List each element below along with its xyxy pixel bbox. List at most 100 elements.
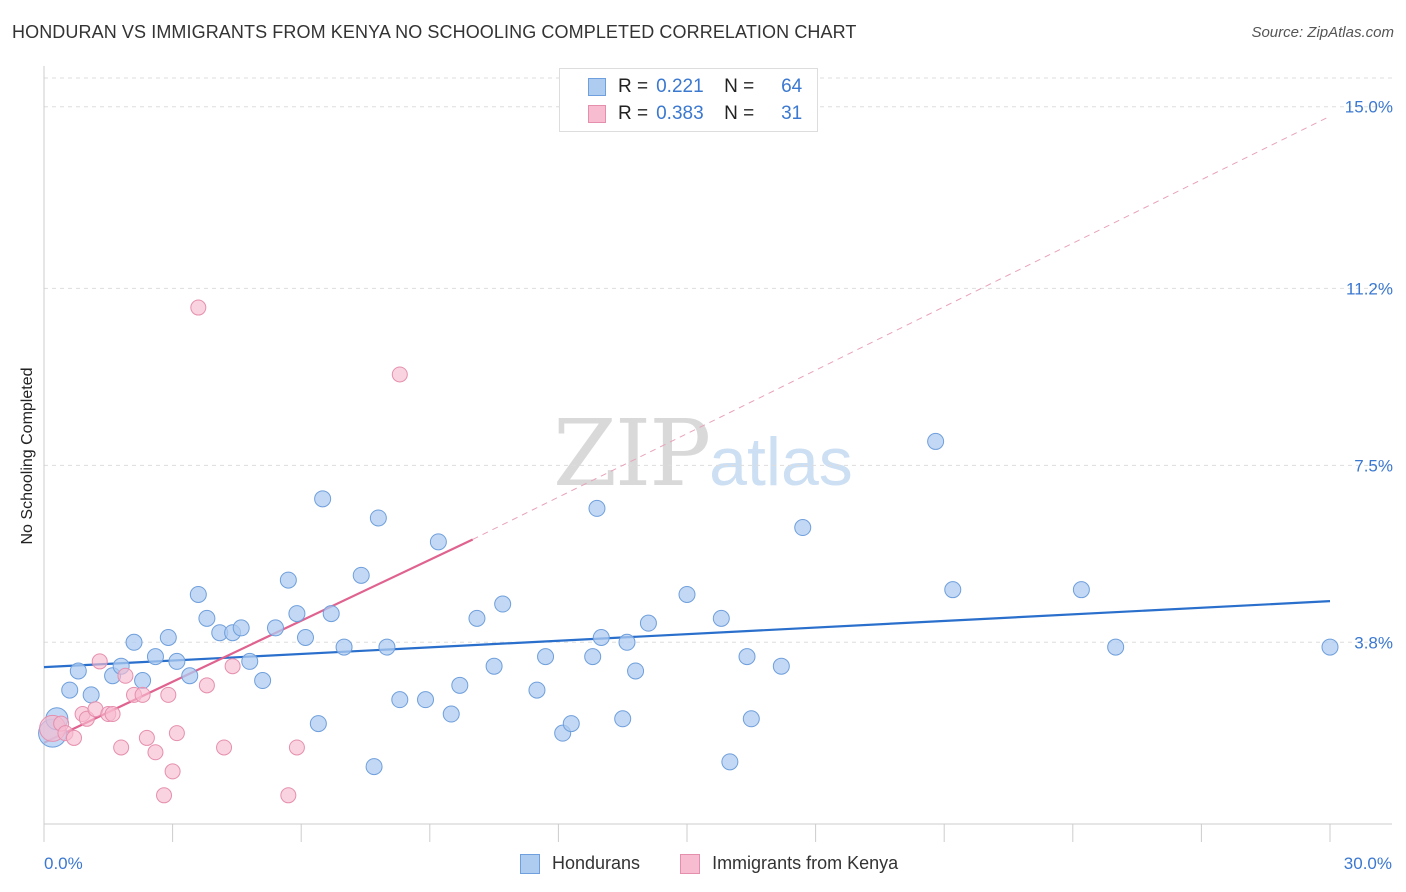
y-tick-label: 7.5% [1354, 456, 1393, 475]
legend-r-value: 0.221 [656, 76, 704, 97]
chart-title: HONDURAN VS IMMIGRANTS FROM KENYA NO SCH… [12, 22, 857, 42]
point-kenya [224, 658, 241, 675]
point-hondurans [61, 681, 79, 699]
y-tick-label: 15.0% [1345, 98, 1393, 117]
point-kenya [288, 739, 305, 756]
point-hondurans [232, 619, 250, 637]
point-hondurans [125, 633, 143, 651]
point-kenya [164, 763, 181, 780]
legend-r-label: R = [618, 103, 649, 124]
point-hondurans [772, 657, 790, 675]
x-tick-label: 30.0% [1344, 854, 1392, 873]
point-hondurans [146, 648, 164, 666]
point-hondurans [562, 715, 580, 733]
trend-lines [43, 115, 1331, 744]
point-hondurans [927, 432, 945, 450]
point-kenya [91, 653, 108, 670]
stats-legend: R = 0.221 N = 64 R = 0.383 N = 31 [559, 68, 818, 132]
point-hondurans [537, 648, 555, 666]
grid-lines [44, 77, 1392, 643]
point-hondurans [189, 585, 207, 603]
point-hondurans [369, 509, 387, 527]
point-hondurans [468, 609, 486, 627]
series-label-hondurans: Hondurans [552, 853, 641, 873]
legend-row-hondurans: R = 0.221 N = 64 [588, 75, 802, 99]
point-hondurans [944, 581, 962, 599]
series-legend: Hondurans Immigrants from Kenya [520, 853, 938, 874]
legend-swatch-pink [588, 105, 606, 123]
point-hondurans [254, 672, 272, 690]
point-hondurans [168, 652, 186, 670]
point-kenya [147, 744, 164, 761]
series-swatch-blue [520, 853, 540, 874]
point-hondurans [485, 657, 503, 675]
point-hondurans [618, 633, 636, 651]
series-label-kenya: Immigrants from Kenya [712, 853, 899, 873]
point-hondurans [266, 619, 284, 637]
point-hondurans [742, 710, 760, 728]
point-hondurans [494, 595, 512, 613]
point-kenya [391, 366, 408, 383]
point-hondurans [712, 609, 730, 627]
point-kenya [156, 787, 173, 804]
point-hondurans [627, 662, 645, 680]
point-hondurans [69, 662, 87, 680]
point-hondurans [181, 667, 199, 685]
point-hondurans [309, 715, 327, 733]
point-kenya [168, 725, 185, 742]
point-hondurans [314, 490, 332, 508]
tick-labels: 15.0% 11.2% 7.5% 3.8% 0.0% 30.0% [44, 98, 1393, 873]
point-hondurans [352, 566, 370, 584]
legend-n-value: 31 [781, 103, 803, 124]
legend-swatch-blue [588, 78, 606, 96]
point-hondurans [738, 648, 756, 666]
series-legend-kenya: Immigrants from Kenya [680, 853, 898, 874]
point-hondurans [794, 519, 812, 537]
legend-n-label: N = [724, 103, 755, 124]
point-kenya [134, 686, 151, 703]
point-hondurans [721, 753, 739, 771]
point-hondurans [335, 638, 353, 656]
x-tick-label: 0.0% [44, 854, 83, 873]
trend-line-hondurans [43, 600, 1331, 669]
point-hondurans [614, 710, 632, 728]
point-hondurans [159, 629, 177, 646]
chart-source: Source: ZipAtlas.com [1251, 24, 1394, 41]
point-hondurans [82, 686, 100, 704]
point-hondurans [391, 691, 409, 709]
point-hondurans [296, 629, 314, 646]
point-hondurans [442, 705, 460, 723]
point-kenya [198, 677, 215, 694]
point-kenya [113, 739, 130, 756]
point-hondurans [322, 605, 340, 623]
point-hondurans [639, 614, 657, 632]
legend-r-label: R = [618, 76, 649, 97]
point-hondurans [592, 629, 610, 646]
legend-row-kenya: R = 0.383 N = 31 [588, 102, 802, 126]
point-hondurans [584, 648, 602, 666]
point-hondurans [417, 691, 435, 709]
point-kenya [280, 787, 297, 804]
point-kenya [117, 667, 134, 684]
data-points [38, 299, 1339, 804]
point-hondurans [1321, 638, 1339, 656]
point-hondurans [241, 652, 259, 670]
point-hondurans [288, 605, 306, 623]
point-kenya [104, 706, 121, 723]
point-hondurans [198, 609, 216, 627]
axes [43, 66, 1392, 842]
point-kenya [190, 299, 207, 316]
point-hondurans [365, 758, 383, 776]
series-legend-hondurans: Hondurans [520, 853, 640, 874]
point-hondurans [1107, 638, 1125, 656]
legend-n-label: N = [724, 76, 755, 97]
point-hondurans [451, 676, 469, 694]
point-hondurans [378, 638, 396, 656]
point-hondurans [678, 585, 696, 603]
point-hondurans [279, 571, 297, 589]
legend-r-value: 0.383 [656, 103, 704, 124]
y-tick-label: 11.2% [1346, 279, 1393, 298]
point-kenya [138, 729, 155, 746]
point-hondurans [1072, 581, 1090, 599]
